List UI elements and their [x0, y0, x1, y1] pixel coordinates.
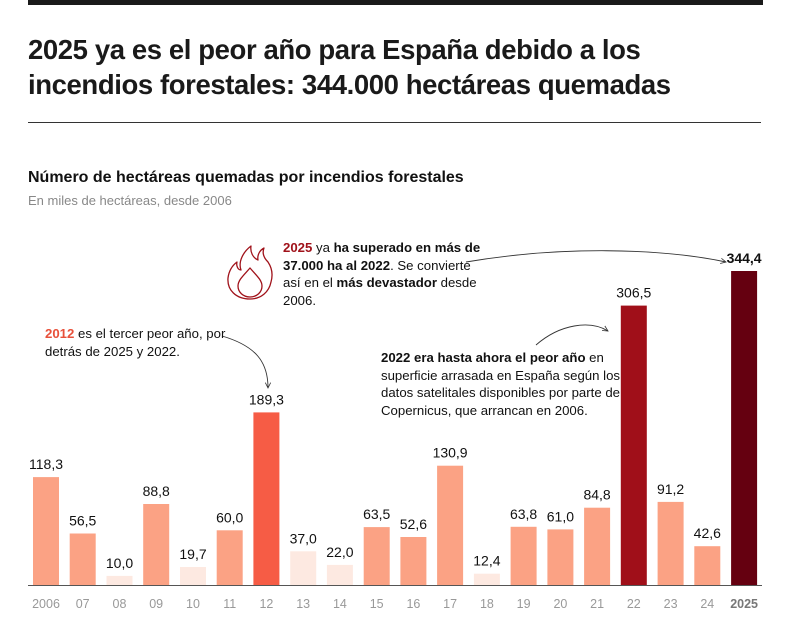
x-tick-label: 11 — [223, 597, 236, 611]
bar-12 — [253, 412, 280, 585]
annotation-text: 2025 — [283, 240, 313, 255]
x-tick-label: 2025 — [730, 597, 758, 611]
divider — [28, 122, 761, 123]
x-tick-label: 17 — [443, 597, 457, 611]
x-tick-label: 22 — [627, 597, 641, 611]
bar-10 — [180, 567, 206, 585]
x-tick-label: 23 — [664, 597, 678, 611]
value-label: 10,0 — [106, 555, 133, 571]
annotation-text: ya — [312, 240, 334, 255]
headline: 2025 ya es el peor año para España debid… — [28, 34, 671, 100]
value-label: 91,2 — [657, 481, 684, 497]
value-label: 12,4 — [473, 553, 500, 569]
bar-13 — [290, 551, 317, 585]
x-tick-label: 20 — [553, 597, 567, 611]
bar-21 — [584, 507, 611, 585]
annotation-text: es el tercer peor año, por detrás de 202… — [45, 326, 226, 359]
annotation-2025: 2025 ya ha superado en más de 37.000 ha … — [283, 239, 483, 309]
x-tick-label: 18 — [480, 597, 494, 611]
bar-19 — [510, 526, 537, 585]
value-label: 189,3 — [249, 391, 284, 407]
bar-09 — [143, 504, 170, 585]
annotation-text: en superficie arrasada en España según l… — [381, 350, 620, 418]
chart-subtitle: En miles de hectáreas, desde 2006 — [28, 193, 232, 208]
value-label: 306,5 — [616, 285, 651, 301]
bar-17 — [437, 465, 464, 585]
fire-icon — [227, 245, 273, 300]
value-label: 344,4 — [727, 250, 762, 266]
bar-11 — [216, 530, 243, 585]
value-label: 19,7 — [179, 546, 206, 562]
annotation-2012: 2012 es el tercer peor año, por detrás d… — [45, 325, 235, 360]
annotation-text: ha superado en más de 37.000 ha al 2022 — [283, 240, 481, 273]
value-label: 22,0 — [326, 544, 353, 560]
bar-2006 — [33, 477, 59, 585]
x-tick-label: 24 — [700, 597, 714, 611]
value-label: 56,5 — [69, 513, 96, 529]
value-label: 63,8 — [510, 506, 537, 522]
annotation-text: 2022 era hasta ahora el peor año — [381, 350, 586, 365]
bar-23 — [657, 501, 684, 585]
bar-22 — [620, 305, 647, 585]
bar-18 — [473, 573, 500, 585]
value-label: 61,0 — [547, 508, 574, 524]
bar-07 — [69, 533, 96, 585]
annotation-text: desde 2006. — [283, 275, 477, 308]
bar-24 — [694, 546, 721, 585]
x-tick-label: 21 — [590, 597, 604, 611]
x-tick-label: 12 — [259, 597, 273, 611]
arrow-2025 — [465, 250, 726, 262]
x-tick-label: 19 — [517, 597, 531, 611]
chart-title: Número de hectáreas quemadas por incendi… — [28, 169, 464, 186]
annotation-text: 2012 — [45, 326, 75, 341]
value-label: 84,8 — [583, 487, 610, 503]
x-tick-label: 08 — [113, 597, 127, 611]
bar-14 — [326, 564, 353, 585]
bar-20 — [547, 529, 574, 585]
value-label: 60,0 — [216, 509, 243, 525]
value-label: 88,8 — [143, 483, 170, 499]
x-tick-label: 07 — [76, 597, 90, 611]
annotation-2022: 2022 era hasta ahora el peor año en supe… — [381, 349, 621, 419]
bars-group — [33, 271, 758, 585]
value-label: 118,3 — [29, 456, 63, 472]
x-tick-label: 2006 — [32, 597, 60, 611]
value-label: 37,0 — [290, 530, 317, 546]
bar-2025 — [731, 271, 758, 585]
bar-15 — [363, 527, 390, 585]
value-label: 42,6 — [694, 525, 721, 541]
x-tick-label: 14 — [333, 597, 347, 611]
top-bar — [28, 0, 763, 5]
bar-16 — [400, 537, 427, 585]
x-axis-ticks: 2006 07 08 09 10 11 12 13 14 15 16 17 18 19 20 21 22 23 24… — [32, 597, 758, 611]
value-labels: 118,3 56,5 10,0 88,8 19,7 60,0 189,3 37,0 22,0 63… — [29, 250, 762, 571]
value-label: 130,9 — [433, 445, 468, 461]
annotation-text: más devastador — [336, 275, 437, 290]
x-tick-label: 09 — [149, 597, 163, 611]
arrow-2012 — [221, 335, 268, 388]
value-label: 52,6 — [400, 516, 427, 532]
annotation-text: . Se convierte así en el — [283, 257, 471, 291]
value-label: 63,5 — [363, 506, 390, 522]
x-tick-label: 10 — [186, 597, 200, 611]
x-tick-label: 15 — [370, 597, 384, 611]
x-tick-label: 13 — [296, 597, 310, 611]
bar-08 — [106, 575, 133, 585]
arrow-2022 — [535, 324, 608, 346]
x-tick-label: 16 — [406, 597, 420, 611]
